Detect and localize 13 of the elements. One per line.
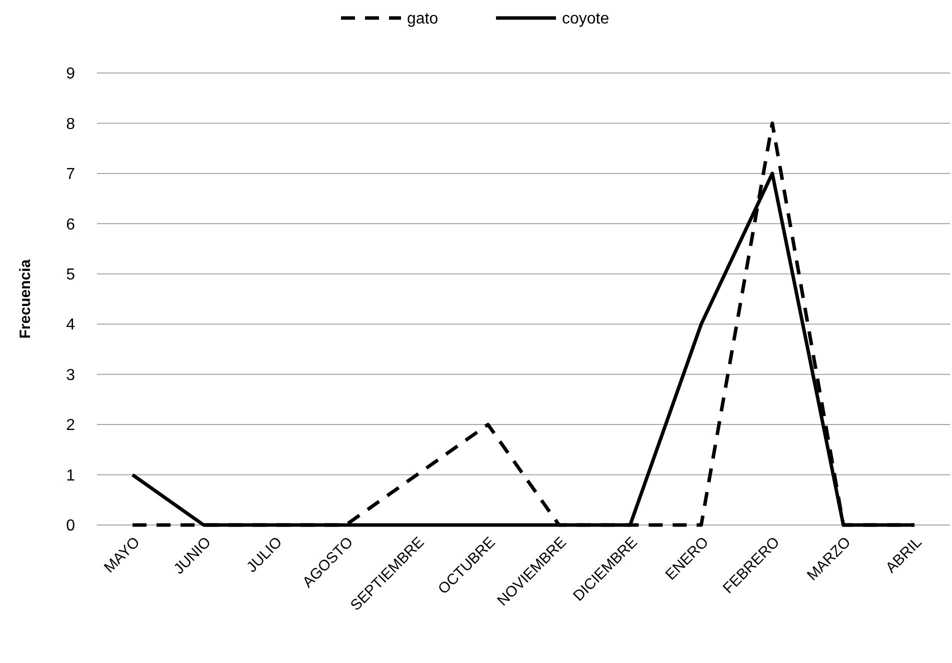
y-tick-label: 8 bbox=[66, 116, 76, 133]
y-tick-label: 3 bbox=[66, 366, 76, 384]
y-tick-label: 1 bbox=[66, 467, 76, 484]
y-tick-label: 6 bbox=[66, 216, 76, 234]
legend-label: coyote bbox=[562, 10, 610, 28]
y-tick-label: 4 bbox=[66, 316, 76, 334]
y-tick-label: 0 bbox=[66, 518, 76, 535]
y-tick-label: 7 bbox=[66, 166, 76, 184]
y-tick-label: 5 bbox=[66, 266, 76, 284]
y-axis-title: Frecuencia bbox=[17, 258, 34, 339]
y-tick-label: 9 bbox=[66, 66, 76, 83]
y-tick-label: 2 bbox=[66, 417, 76, 434]
legend-label: gato bbox=[407, 10, 438, 28]
